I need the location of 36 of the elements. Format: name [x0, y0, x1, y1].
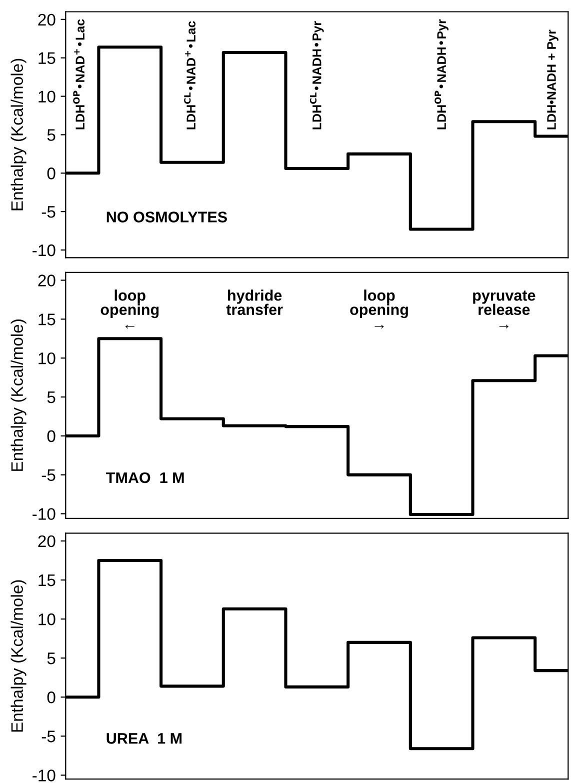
annotation: UREA 1 M — [106, 733, 182, 744]
y-tick-label: 15 — [38, 314, 56, 326]
y-tick-label: 20 — [38, 535, 56, 548]
y-tick-label: -10 — [32, 244, 56, 256]
y-tick-label: 20 — [38, 274, 56, 286]
y-axis-title: Enthalpy (Kcal/mole) — [10, 580, 26, 732]
y-tick-label: 5 — [47, 392, 56, 404]
annotation: pyruvate release → — [473, 290, 536, 328]
annotation: LDH•NADH + Pyr — [547, 30, 558, 130]
y-tick-label: -10 — [32, 508, 56, 520]
annotation: hydride transfer — [226, 290, 283, 316]
annotation: LDH$^{CL}$•NAD$^{+}$•Lac — [184, 21, 196, 130]
annotation: LDH$^{CL}$•NADH•Pyr — [310, 21, 324, 130]
y-tick-label: 0 — [47, 430, 56, 442]
y-axis-title: Enthalpy (Kcal/mole) — [10, 58, 26, 210]
annotation: NO OSMOLYTES — [106, 212, 227, 222]
annotation: loop opening ← — [100, 290, 159, 328]
y-tick-label: 15 — [38, 574, 56, 586]
annotation: TMAO 1 M — [106, 472, 184, 484]
y-tick-label: 10 — [38, 613, 56, 626]
y-tick-label: 0 — [47, 692, 56, 704]
y-tick-label: 15 — [38, 52, 56, 64]
y-tick-label: 5 — [47, 129, 56, 141]
y-tick-label: -5 — [42, 206, 56, 218]
y-tick-label: 10 — [38, 352, 56, 364]
annotation: LDH$^{OP}$•NADH•Pyr — [434, 19, 448, 130]
y-tick-label: 0 — [47, 168, 56, 180]
annotation: LDH$^{OP}$•NAD$^{+}$•Lac — [73, 19, 85, 130]
y-axis-title: Enthalpy (Kcal/mole) — [10, 320, 26, 471]
y-tick-label: 5 — [47, 652, 56, 664]
y-tick-label: -5 — [42, 469, 56, 482]
y-tick-label: 20 — [38, 14, 56, 26]
annotation: loop opening → — [350, 290, 408, 328]
y-tick-label: 10 — [38, 90, 56, 102]
y-tick-label: -10 — [32, 770, 56, 782]
y-tick-label: -5 — [42, 730, 56, 742]
